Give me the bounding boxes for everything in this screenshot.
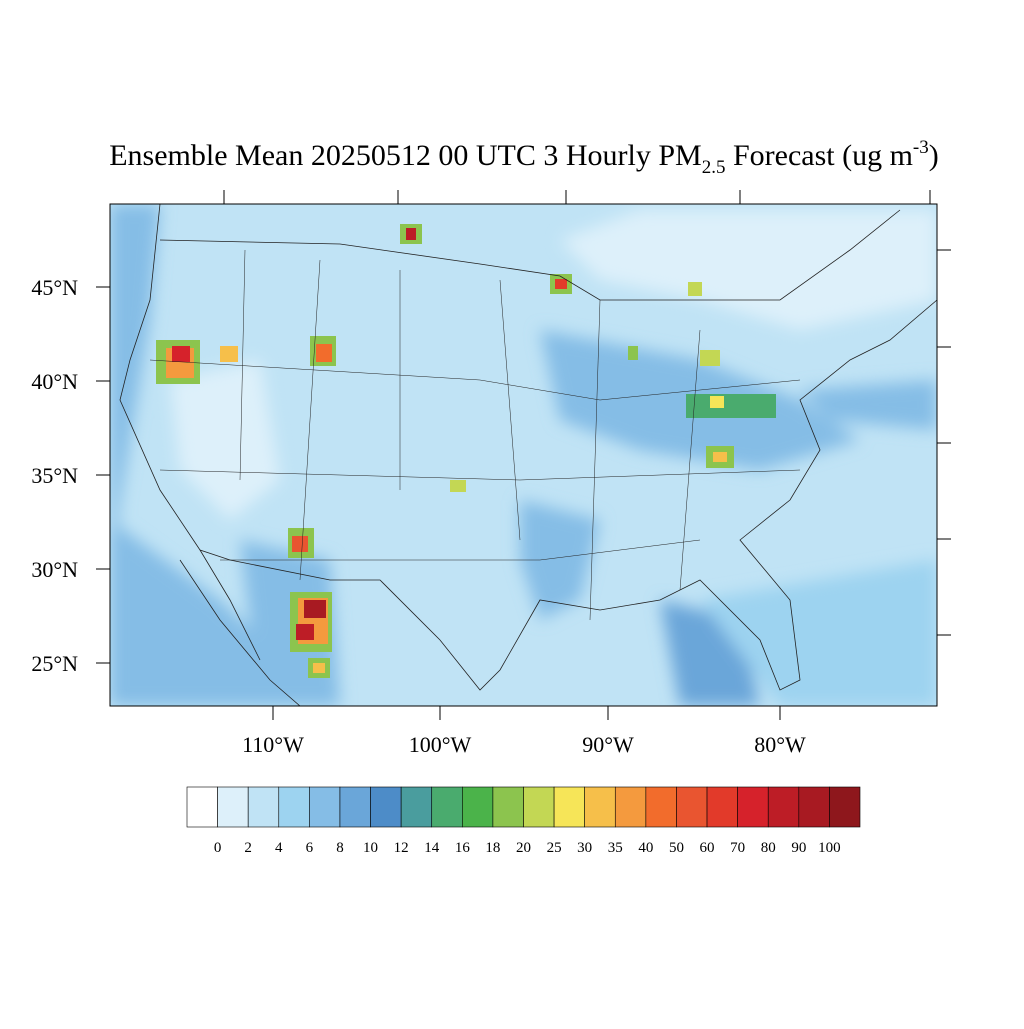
- colorbar-label: 50: [669, 840, 684, 856]
- hotspot: [172, 346, 190, 362]
- lon-label: 100°W: [409, 732, 472, 757]
- lon-label: 90°W: [582, 732, 634, 757]
- hotspot: [292, 536, 308, 552]
- shade-region: [520, 500, 600, 620]
- colorbar-label: 16: [455, 840, 471, 856]
- colorbar-label: 12: [394, 840, 409, 856]
- lat-label: 25°N: [31, 651, 78, 676]
- colorbar-box: [737, 786, 769, 828]
- colorbar-box: [278, 786, 310, 828]
- colorbar-label: 40: [638, 840, 653, 856]
- title: Ensemble Mean 20250512 00 UTC 3 Hourly P…: [109, 137, 939, 178]
- hotspot: [710, 396, 724, 408]
- colorbar-box: [706, 786, 738, 828]
- colorbar-box: [309, 786, 341, 828]
- hotspot: [688, 282, 702, 296]
- hotspot: [220, 346, 238, 362]
- colorbar-label: 100: [818, 840, 841, 856]
- lon-label: 80°W: [754, 732, 806, 757]
- colorbar-label: 80: [761, 840, 776, 856]
- lat-label: 45°N: [31, 275, 78, 300]
- map-field: [110, 204, 937, 706]
- colorbar-box: [339, 786, 371, 828]
- colorbar-label: 35: [608, 840, 623, 856]
- lat-label: 40°N: [31, 369, 78, 394]
- colorbar-box: [431, 786, 463, 828]
- lon-label: 110°W: [242, 732, 304, 757]
- hotspot: [296, 624, 314, 640]
- frame-ticks: [96, 190, 951, 720]
- colorbar-box: [767, 786, 800, 828]
- colorbar-label: 30: [577, 840, 592, 856]
- hotspot: [406, 228, 416, 240]
- colorbar-label: 14: [424, 840, 440, 856]
- hotspot: [304, 600, 326, 618]
- title-main: Ensemble Mean 20250512 00 UTC 3 Hourly P…: [109, 139, 701, 172]
- colorbar-label: 2: [244, 840, 252, 856]
- colorbar-box: [217, 786, 249, 828]
- title-close: ): [929, 139, 939, 172]
- colorbar-label: 10: [363, 840, 378, 856]
- colorbar-box: [186, 786, 218, 828]
- coastline: [119, 204, 937, 691]
- hotspot: [316, 344, 332, 362]
- hotspot: [555, 279, 567, 289]
- shade-region: [170, 360, 280, 520]
- colorbar-label: 0: [214, 840, 222, 856]
- colorbar-box: [400, 786, 433, 828]
- colorbar-box: [553, 786, 585, 828]
- colorbar-box: [247, 786, 280, 828]
- colorbar-label: 70: [730, 840, 745, 856]
- hotspots: [156, 224, 776, 678]
- colorbar-label: 4: [275, 840, 283, 856]
- colorbar: 0 2 4 6 8 10 12 14 16 18 20 25 30 35 40 50 60 70 80 90 100: [186, 786, 861, 856]
- hotspot: [628, 346, 638, 360]
- colorbar-box: [370, 786, 402, 828]
- title-superscript: -3: [913, 137, 929, 158]
- colorbar-label: 90: [791, 840, 806, 856]
- colorbar-box: [676, 786, 708, 828]
- colorbar-label: 6: [306, 840, 314, 856]
- hotspot: [713, 452, 727, 462]
- colorbar-label: 20: [516, 840, 531, 856]
- map-frame: [109, 203, 938, 707]
- axis-labels: 45°N 40°N 35°N 30°N 25°N 110°W 100°W 90°W 80°W: [31, 275, 806, 757]
- title-subscript: 2.5: [702, 157, 726, 178]
- colorbar-box: [614, 786, 647, 828]
- colorbar-label: 60: [700, 840, 715, 856]
- lat-label: 30°N: [31, 557, 78, 582]
- shade-region: [700, 560, 937, 706]
- colorbar-label: 25: [547, 840, 562, 856]
- state-lines: [149, 249, 801, 621]
- hotspot: [700, 350, 720, 366]
- shade-region: [800, 380, 937, 430]
- colorbar-box: [798, 786, 830, 828]
- lat-label: 35°N: [31, 463, 78, 488]
- boundaries: [119, 204, 937, 706]
- colorbar-box: [584, 786, 616, 828]
- shade-region: [560, 210, 937, 330]
- baja: [179, 549, 301, 706]
- colorbar-box: [523, 786, 555, 828]
- colorbar-label: 18: [485, 840, 500, 856]
- hotspot: [313, 663, 325, 673]
- colorbar-box: [462, 786, 494, 828]
- colorbar-box: [492, 786, 524, 828]
- colorbar-label: 8: [336, 840, 344, 856]
- hotspot: [450, 480, 466, 492]
- colorbar-box: [645, 786, 677, 828]
- shade-region: [110, 204, 160, 600]
- hotspot: [686, 394, 776, 418]
- colorbar-box: [829, 786, 861, 828]
- title-rest: Forecast (ug m: [725, 139, 912, 172]
